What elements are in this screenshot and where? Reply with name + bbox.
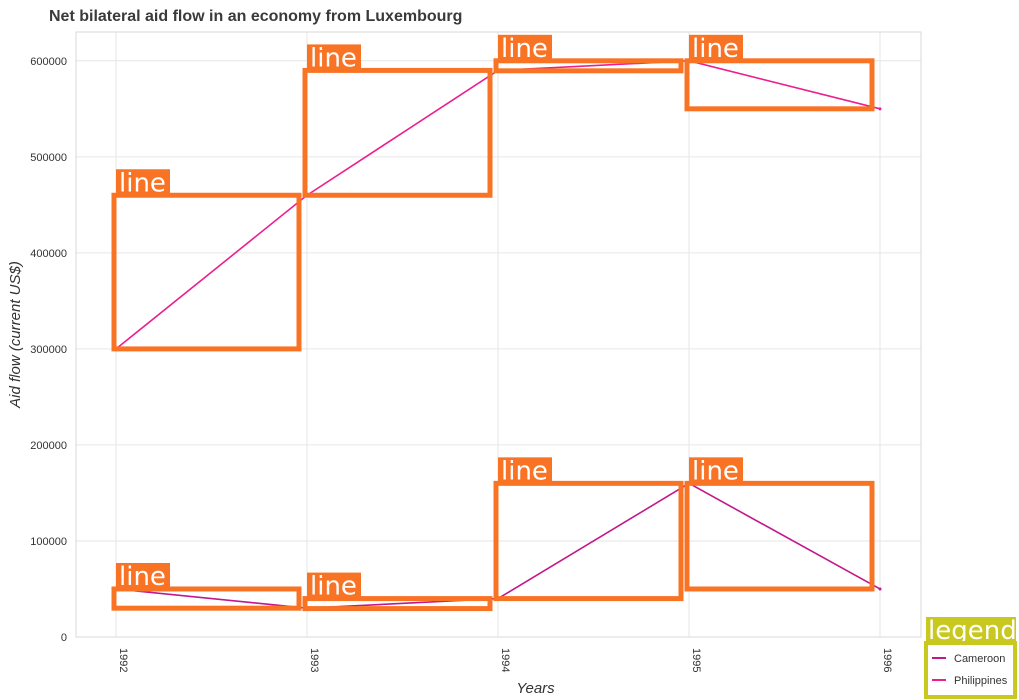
annotation-box <box>111 192 302 352</box>
annotation-box <box>684 480 875 592</box>
data-point <box>878 107 882 111</box>
annotation-tag <box>498 34 552 61</box>
x-tick-label: 1992 <box>117 648 129 672</box>
x-tick-label: 1995 <box>690 648 702 672</box>
legend-entry: Philippines <box>954 675 1008 687</box>
annotation-label: line <box>692 456 739 486</box>
annotation-tag <box>498 457 552 484</box>
y-tick-label: 600000 <box>30 56 67 68</box>
plot-border <box>75 31 922 638</box>
annotation-label: line <box>119 562 166 592</box>
x-axis-label: Years <box>516 680 555 697</box>
y-tick-label: 200000 <box>30 440 67 452</box>
x-tick-label: 1993 <box>308 648 320 672</box>
y-axis-label: Aid flow (current US$) <box>7 261 24 409</box>
annotation-box <box>493 480 684 602</box>
legend-title-tag <box>926 617 1016 643</box>
legend-entry: Cameroon <box>954 653 1005 665</box>
annotation-layer: line line line line line line line line <box>111 34 875 612</box>
annotation-label: line <box>310 43 357 73</box>
annotation-box <box>302 596 493 612</box>
annotation-label: line <box>692 34 739 64</box>
chart-title: Net bilateral aid flow in an economy fro… <box>49 8 463 25</box>
annotation-tag <box>307 44 361 71</box>
annotation-tag <box>307 572 361 599</box>
y-tick-label: 300000 <box>30 344 67 356</box>
annotation-box <box>493 58 684 74</box>
y-tick-label: 400000 <box>30 248 67 260</box>
annotation-label: line <box>119 168 166 198</box>
annotation-tag <box>689 34 743 61</box>
annotation-label: line <box>310 572 357 602</box>
y-tick-label: 0 <box>61 632 67 644</box>
y-tick-label: 500000 <box>30 152 67 164</box>
legend-box <box>924 641 1017 699</box>
annotation-box <box>302 67 493 198</box>
annotation-tag <box>116 562 170 589</box>
plot-frame <box>75 31 922 638</box>
y-tick-label: 100000 <box>30 536 67 548</box>
annotation-label: line <box>501 456 548 486</box>
annotation-label: line <box>501 34 548 64</box>
data-point <box>878 587 882 591</box>
axes-layer: 0 100000 200000 300000 400000 500000 600000 199… <box>7 56 893 697</box>
annotation-box <box>111 586 302 611</box>
x-tick-label: 1994 <box>499 648 511 672</box>
annotation-tag <box>116 169 170 196</box>
annotation-box <box>684 58 875 112</box>
annotation-tag <box>689 457 743 484</box>
x-tick-label: 1996 <box>881 648 893 672</box>
